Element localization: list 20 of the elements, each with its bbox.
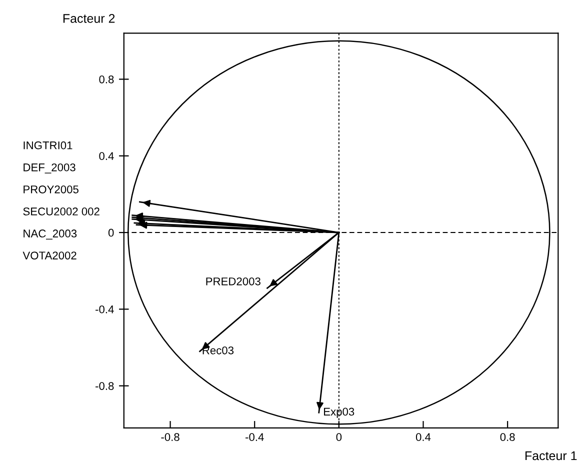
text: INGTRI01 [24,141,72,150]
annotation: Exp03 [324,408,354,418]
x-axis-title: Facteur 1 [525,451,577,460]
y-tick-label: -0.8 [96,382,114,390]
x-tick-label: -0.4 [246,433,264,442]
text: DEF_2003 [24,163,76,174]
x-tick-label: 0.8 [500,433,515,442]
text: PROY2005 [24,185,78,194]
annotation: PRED2003 [206,277,260,286]
text: VOTA2002 [22,252,76,260]
y-tick-label: 0.4 [99,152,114,160]
x-tick-label: 0.4 [416,433,431,442]
text: NAC_2003 [24,230,77,240]
x-tick-label: -0.8 [161,433,180,442]
y-axis-title: Facteur 2 [63,14,115,23]
x-tick-label: 0 [336,433,342,442]
y-tick-label: 0 [108,228,114,237]
y-tick-label: -0.4 [96,305,114,314]
text: SECU2002 002 [23,208,100,216]
y-tick-label: 0.8 [99,75,114,84]
